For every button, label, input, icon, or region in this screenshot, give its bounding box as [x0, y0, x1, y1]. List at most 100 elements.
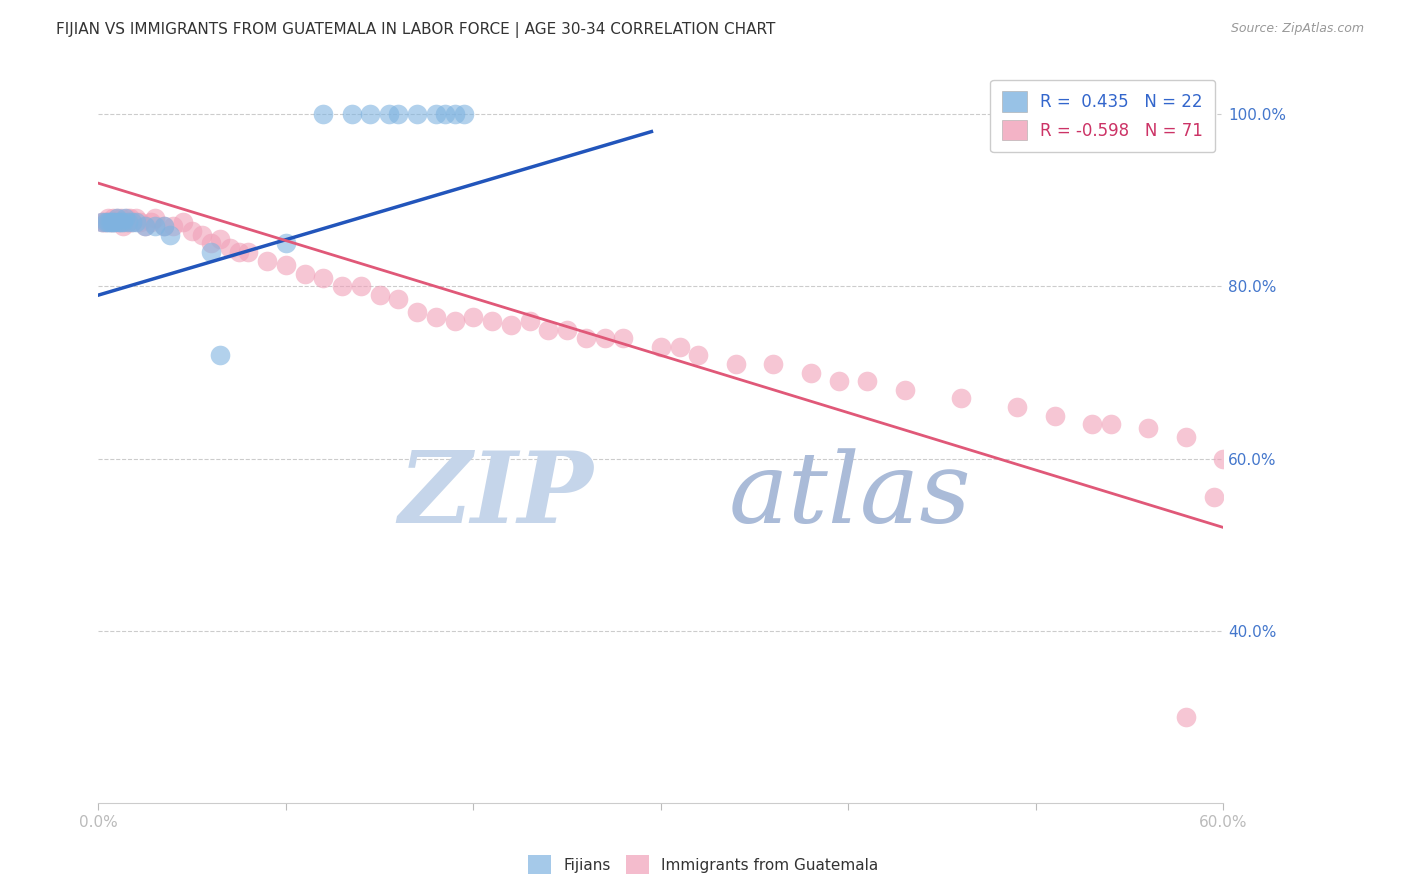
Point: [238, 245, 260, 260]
Point: [91, 215, 114, 229]
Point: [425, 107, 447, 121]
Point: [143, 211, 166, 225]
Point: [209, 348, 232, 362]
Point: [218, 241, 240, 255]
Text: atlas: atlas: [728, 448, 972, 543]
Point: [406, 107, 429, 121]
Point: [162, 219, 184, 234]
Point: [762, 357, 785, 371]
Point: [114, 215, 136, 229]
Point: [228, 245, 250, 260]
Point: [425, 310, 447, 324]
Point: [856, 374, 879, 388]
Point: [463, 310, 485, 324]
Point: [105, 211, 128, 225]
Point: [350, 279, 373, 293]
Point: [312, 271, 335, 285]
Point: [378, 107, 401, 121]
Point: [125, 211, 148, 225]
Point: [153, 219, 176, 234]
Point: [368, 288, 391, 302]
Legend: Fijians, Immigrants from Guatemala: Fijians, Immigrants from Guatemala: [522, 849, 884, 880]
Point: [97, 215, 120, 229]
Point: [159, 227, 181, 242]
Point: [103, 215, 125, 229]
Point: [1099, 417, 1122, 432]
Point: [115, 211, 138, 225]
Point: [100, 215, 122, 229]
Point: [443, 107, 465, 121]
Point: [612, 331, 634, 345]
Point: [800, 366, 823, 380]
Point: [330, 279, 353, 293]
Point: [1081, 417, 1104, 432]
Point: [104, 215, 127, 229]
Point: [125, 215, 148, 229]
Point: [190, 227, 212, 242]
Point: [97, 211, 120, 225]
Point: [359, 107, 381, 121]
Point: [340, 107, 363, 121]
Point: [104, 215, 127, 229]
Point: [111, 219, 134, 234]
Point: [1202, 491, 1225, 505]
Point: [111, 215, 134, 229]
Point: [139, 215, 162, 229]
Point: [121, 215, 143, 229]
Point: [117, 215, 139, 229]
Point: [105, 211, 128, 225]
Point: [1174, 710, 1197, 724]
Point: [949, 392, 972, 406]
Legend: R =  0.435   N = 22, R = -0.598   N = 71: R = 0.435 N = 22, R = -0.598 N = 71: [990, 79, 1215, 152]
Point: [108, 215, 131, 229]
Point: [453, 107, 475, 121]
Text: ZIP: ZIP: [398, 448, 593, 544]
Point: [274, 236, 297, 251]
Point: [481, 314, 503, 328]
Point: [434, 107, 457, 121]
Point: [110, 211, 132, 225]
Point: [537, 322, 560, 336]
Point: [94, 215, 117, 229]
Point: [209, 232, 232, 246]
Point: [120, 211, 142, 225]
Point: [100, 215, 122, 229]
Point: [172, 215, 194, 229]
Point: [575, 331, 598, 345]
Point: [153, 219, 176, 234]
Point: [103, 211, 125, 225]
Point: [1005, 400, 1028, 414]
Point: [668, 340, 690, 354]
Point: [1043, 409, 1066, 423]
Point: [443, 314, 465, 328]
Point: [1174, 430, 1197, 444]
Point: [828, 374, 851, 388]
Point: [387, 107, 409, 121]
Point: [110, 215, 132, 229]
Point: [117, 215, 139, 229]
Point: [91, 215, 114, 229]
Point: [1212, 451, 1234, 466]
Point: [256, 253, 278, 268]
Point: [555, 322, 578, 336]
Point: [274, 258, 297, 272]
Point: [200, 236, 222, 251]
Point: [200, 245, 222, 260]
Point: [1137, 421, 1160, 435]
Text: Source: ZipAtlas.com: Source: ZipAtlas.com: [1230, 22, 1364, 36]
Point: [593, 331, 616, 345]
Point: [406, 305, 429, 319]
Point: [98, 215, 121, 229]
Point: [312, 107, 335, 121]
Point: [294, 267, 316, 281]
Point: [94, 215, 117, 229]
Point: [181, 223, 204, 237]
Point: [98, 215, 121, 229]
Point: [724, 357, 747, 371]
Point: [893, 383, 915, 397]
Point: [134, 219, 156, 234]
Point: [114, 211, 136, 225]
Point: [650, 340, 672, 354]
Point: [519, 314, 541, 328]
Point: [499, 318, 522, 333]
